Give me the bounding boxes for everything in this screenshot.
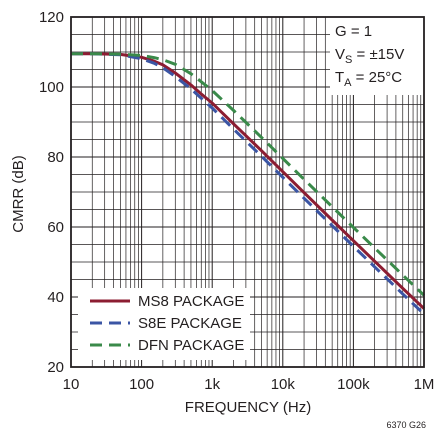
- x-tick-label: 1k: [204, 376, 220, 393]
- plot-frame: [70, 16, 425, 368]
- x-tick-label: 1M: [414, 376, 434, 393]
- y-tick-label: 100: [39, 79, 64, 96]
- y-tick-label: 60: [47, 219, 64, 236]
- condition-gain: G = 1: [335, 23, 372, 40]
- series-line-s8e-package: [71, 52, 426, 316]
- x-tick-label: 10k: [271, 376, 296, 393]
- series-layer: [71, 52, 426, 316]
- x-tick-label: 10: [63, 376, 80, 393]
- y-tick-label: 80: [47, 149, 64, 166]
- figure-code: 6370 G26: [386, 420, 426, 430]
- legend-label: S8E PACKAGE: [138, 315, 242, 332]
- y-tick-label: 40: [47, 289, 64, 306]
- legend-label: MS8 PACKAGE: [138, 293, 244, 310]
- legend-label: DFN PACKAGE: [138, 337, 244, 354]
- condition-temperature-subscript: A: [344, 77, 352, 89]
- y-tick-label: 20: [47, 359, 64, 376]
- x-tick-label: 100: [129, 376, 154, 393]
- series-line-ms8-package: [71, 52, 426, 310]
- axis-tick-labels: 10 100 1k 10k 100k 1M 20 40 60 80 100 120: [39, 9, 434, 393]
- condition-supply-value: = ±15V: [352, 46, 404, 63]
- condition-temperature-value: = 25°C: [352, 69, 403, 86]
- x-axis-title: FREQUENCY (Hz): [185, 399, 311, 416]
- series-line-dfn-package: [71, 52, 426, 297]
- condition-supply-subscript: S: [345, 54, 352, 66]
- x-tick-label: 100k: [337, 376, 370, 393]
- condition-temperature: TA = 25°C: [335, 69, 402, 89]
- condition-supply-symbol: V: [335, 46, 345, 63]
- conditions-box: [330, 17, 426, 95]
- y-tick-label: 120: [39, 9, 64, 26]
- y-axis-title: CMRR (dB): [10, 155, 27, 233]
- condition-temperature-symbol: T: [335, 69, 344, 86]
- legend: MS8 PACKAGE S8E PACKAGE DFN PACKAGE: [78, 288, 250, 360]
- condition-supply: VS = ±15V: [335, 46, 404, 66]
